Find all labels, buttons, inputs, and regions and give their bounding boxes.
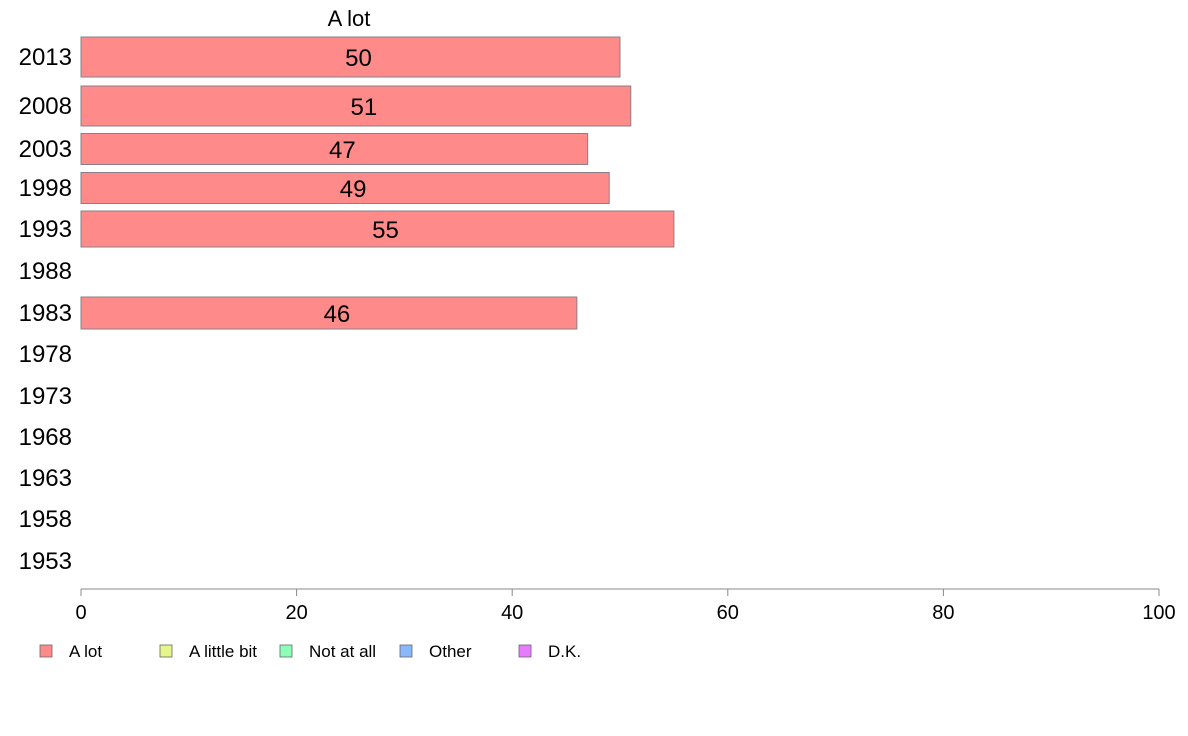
bar — [80, 210, 675, 248]
legend-swatch — [39, 644, 53, 658]
bar — [80, 85, 632, 127]
x-axis: 0 20 40 60 80 100 — [75, 588, 1176, 624]
x-tick-label: 100 — [1142, 602, 1175, 624]
x-tick-label: 20 — [285, 602, 307, 624]
bar — [80, 296, 578, 330]
bar-value-label: 49 — [340, 176, 367, 203]
legend-swatch — [159, 644, 173, 658]
legend-label: A lot — [69, 642, 102, 661]
bar-value-label: 50 — [345, 45, 372, 72]
y-tick-label: 1973 — [19, 383, 72, 410]
bar-value-label: 46 — [324, 301, 351, 328]
legend-label: D.K. — [548, 642, 581, 661]
y-axis-labels: 2013 2008 2003 1998 1993 1988 1983 1978 1973 1968… — [19, 44, 72, 575]
bar-value-label: 47 — [329, 137, 356, 164]
y-tick-label: 1998 — [19, 175, 72, 202]
x-tick-label: 80 — [932, 602, 954, 624]
legend-swatch — [399, 644, 413, 658]
bar-value-label: 55 — [372, 217, 399, 244]
y-tick-label: 2013 — [19, 44, 72, 71]
x-tick-label: 60 — [717, 602, 739, 624]
legend-label: A little bit — [189, 642, 257, 661]
y-tick-label: 1958 — [19, 506, 72, 533]
y-tick-label: 2008 — [19, 93, 72, 120]
legend-label: Not at all — [309, 642, 376, 661]
y-tick-label: 1978 — [19, 341, 72, 368]
bar — [80, 172, 610, 204]
x-tick-label: 40 — [501, 602, 523, 624]
legend-swatch — [518, 644, 532, 658]
legend-swatch — [279, 644, 293, 658]
y-tick-label: 1963 — [19, 465, 72, 492]
legend-label: Other — [429, 642, 472, 661]
x-tick-label: 0 — [75, 602, 86, 624]
y-tick-label: 1988 — [19, 258, 72, 285]
bar — [80, 133, 589, 165]
y-tick-label: 1953 — [19, 548, 72, 575]
legend: A lot A little bit Not at all Other D.K. — [39, 642, 581, 661]
y-tick-label: 1968 — [19, 424, 72, 451]
y-tick-label: 2003 — [19, 136, 72, 163]
bar-value-label: 51 — [351, 94, 378, 121]
chart-title: A lot — [328, 6, 371, 31]
bar — [80, 36, 621, 78]
y-tick-label: 1983 — [19, 300, 72, 327]
y-tick-label: 1993 — [19, 216, 72, 243]
